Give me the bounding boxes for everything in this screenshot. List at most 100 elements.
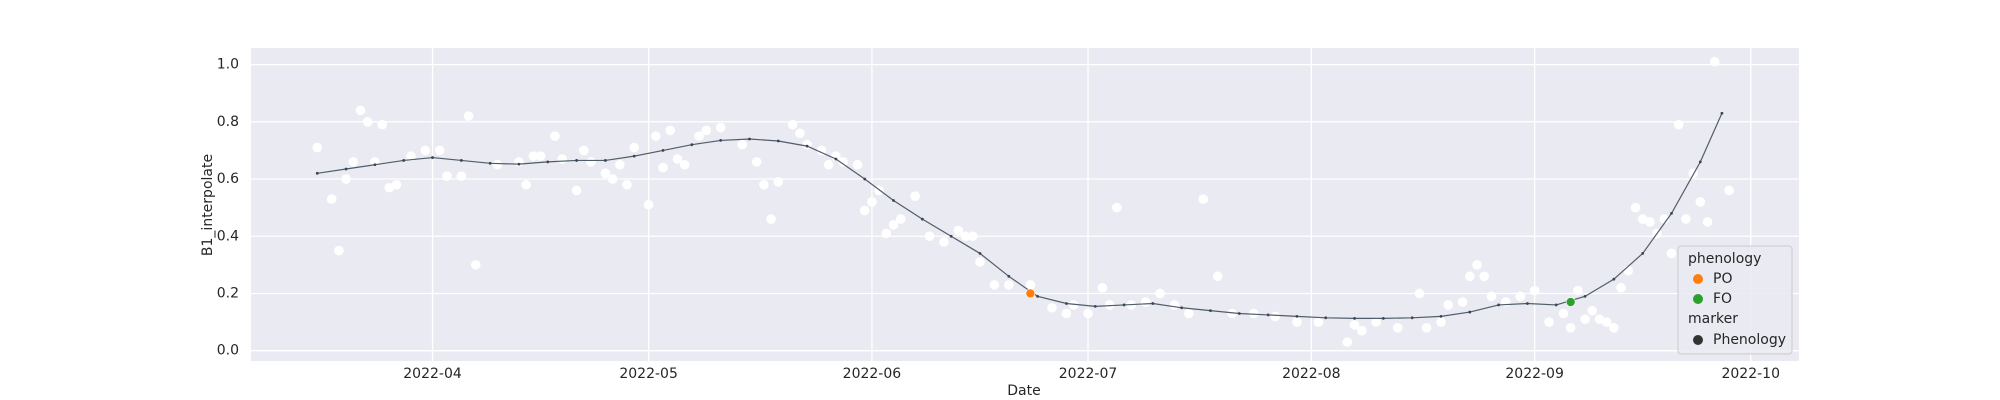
line-dot bbox=[604, 159, 607, 162]
line-dot bbox=[1122, 303, 1126, 307]
line-dot bbox=[1007, 274, 1011, 278]
line-dot bbox=[1468, 310, 1472, 314]
line bbox=[317, 112, 1723, 319]
line-dot bbox=[1439, 314, 1443, 318]
point bbox=[326, 194, 337, 204]
point bbox=[1515, 291, 1526, 302]
line-dot bbox=[1180, 306, 1184, 310]
point bbox=[867, 197, 877, 207]
line-dot bbox=[661, 149, 665, 152]
point bbox=[1212, 271, 1223, 282]
point bbox=[629, 142, 640, 153]
point bbox=[377, 119, 387, 130]
point bbox=[823, 159, 834, 170]
line-dot bbox=[920, 217, 924, 221]
point bbox=[1637, 214, 1648, 224]
point bbox=[1025, 280, 1036, 290]
line-dot bbox=[748, 137, 751, 141]
x-tick-label: 2022-09 bbox=[1505, 366, 1564, 382]
point bbox=[701, 125, 712, 136]
line-dot bbox=[402, 159, 406, 162]
line-dot bbox=[1266, 313, 1270, 317]
line-dot bbox=[1036, 294, 1040, 298]
point bbox=[341, 174, 351, 184]
line-dot bbox=[459, 159, 463, 162]
point bbox=[759, 179, 769, 190]
point bbox=[852, 159, 863, 170]
line-dot bbox=[431, 156, 434, 159]
point bbox=[1155, 288, 1165, 299]
point bbox=[607, 174, 618, 184]
point bbox=[1436, 317, 1446, 327]
point bbox=[1630, 202, 1641, 213]
point bbox=[651, 131, 661, 141]
point bbox=[1270, 311, 1281, 322]
y-tick-label: 0.0 bbox=[217, 343, 239, 359]
point bbox=[1025, 288, 1036, 299]
point bbox=[1709, 56, 1720, 67]
point bbox=[528, 151, 539, 161]
point bbox=[989, 280, 1000, 290]
point bbox=[463, 111, 474, 121]
y-tick-label: 0.4 bbox=[217, 228, 239, 244]
line-dot bbox=[1410, 316, 1414, 320]
line-dot bbox=[892, 199, 895, 202]
line-dot bbox=[1612, 277, 1616, 281]
line-dot bbox=[1698, 160, 1702, 164]
point bbox=[1140, 297, 1151, 307]
point bbox=[384, 182, 395, 193]
point bbox=[1169, 300, 1180, 310]
point bbox=[1601, 317, 1612, 327]
point bbox=[967, 231, 978, 242]
point bbox=[420, 145, 431, 156]
point bbox=[751, 157, 762, 167]
line-dot bbox=[1295, 314, 1299, 318]
point bbox=[1097, 282, 1108, 293]
point bbox=[622, 179, 632, 190]
point bbox=[1472, 260, 1482, 270]
legend-marker bbox=[1693, 294, 1703, 304]
legend-box bbox=[1677, 245, 1793, 355]
line-dot bbox=[949, 234, 953, 238]
point bbox=[888, 220, 899, 230]
line-dot bbox=[1324, 316, 1328, 320]
point bbox=[953, 225, 964, 236]
point bbox=[715, 122, 726, 133]
point bbox=[787, 119, 798, 130]
point bbox=[1104, 300, 1115, 310]
point bbox=[1248, 308, 1259, 319]
line-dot bbox=[488, 161, 492, 165]
point bbox=[550, 131, 560, 141]
point bbox=[975, 257, 985, 267]
point bbox=[348, 157, 359, 167]
point bbox=[535, 151, 546, 161]
line-dot bbox=[1353, 316, 1356, 320]
point bbox=[694, 131, 704, 141]
point bbox=[737, 139, 748, 150]
point bbox=[1421, 323, 1432, 333]
line-dot bbox=[546, 160, 550, 164]
point bbox=[391, 179, 402, 190]
line-dot bbox=[373, 163, 377, 167]
legend-label: PO bbox=[1713, 271, 1732, 287]
point bbox=[859, 205, 870, 216]
line-dot bbox=[834, 157, 838, 161]
line-dot bbox=[1554, 303, 1558, 307]
x-axis-label: Date bbox=[1007, 383, 1040, 399]
point bbox=[1047, 302, 1057, 313]
point bbox=[766, 214, 776, 224]
point bbox=[1587, 305, 1598, 316]
x-tick-label: 2022-04 bbox=[403, 366, 462, 382]
point bbox=[1673, 119, 1684, 130]
point bbox=[795, 128, 805, 139]
point bbox=[434, 145, 445, 156]
point bbox=[1565, 297, 1576, 307]
point bbox=[665, 125, 676, 136]
point bbox=[838, 157, 848, 167]
y-tick-label: 1.0 bbox=[217, 57, 239, 73]
point bbox=[1645, 217, 1655, 227]
point bbox=[1544, 317, 1554, 327]
point bbox=[557, 154, 567, 164]
point bbox=[1695, 197, 1706, 207]
